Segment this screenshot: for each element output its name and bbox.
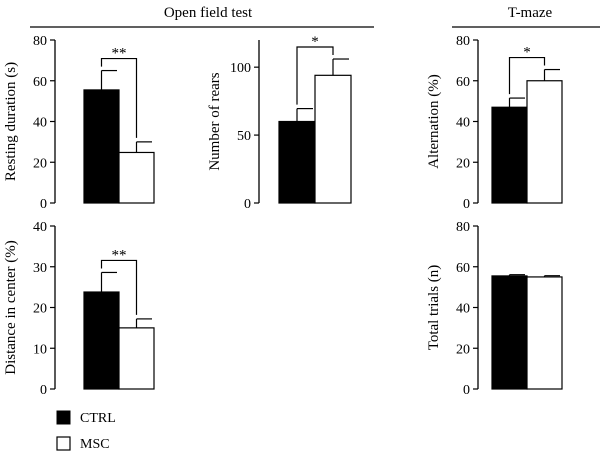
number-of-rears-bar-msc (314, 74, 352, 204)
alternation-significance-bracket (508, 56, 546, 95)
distance-in-center-bar-msc (118, 327, 155, 390)
alternation-ytick-label: 0 (463, 197, 470, 212)
chart-total-trials: 0 20 40 60 80 Total trials (n) (426, 220, 563, 398)
total-trials-ytick-label: 60 (456, 261, 470, 276)
number-of-rears-ytick-label: 50 (237, 129, 251, 144)
legend-label-msc: MSC (80, 437, 110, 452)
chart-distance-in-center: 0 10 20 30 40 Distance in center (%) ** (3, 220, 155, 398)
distance-in-center-ytick-label: 20 (33, 302, 47, 317)
distance-in-center-ytick-label: 30 (33, 261, 47, 276)
legend-label-ctrl: CTRL (80, 411, 116, 426)
number-of-rears-ylabel: Number of rears (207, 72, 223, 170)
chart-resting-duration: 0 20 40 60 80 Resting duration (s) ** (3, 34, 155, 212)
resting-duration-bar-ctrl (83, 89, 120, 204)
alternation-bar-ctrl (491, 106, 528, 204)
resting-duration-significance-label: ** (112, 46, 127, 62)
alternation-ytick-label: 20 (456, 156, 470, 171)
total-trials-ytick-label: 0 (463, 383, 470, 398)
distance-in-center-significance-label: ** (112, 247, 127, 263)
number-of-rears-bar-ctrl (278, 120, 316, 204)
total-trials-ytick-label: 40 (456, 302, 470, 317)
alternation-ylabel: Alternation (%) (426, 74, 442, 169)
resting-duration-ytick-label: 0 (40, 197, 47, 212)
alternation-significance-label: * (523, 45, 531, 61)
number-of-rears-ytick-label: 0 (244, 197, 251, 212)
total-trials-bar-msc (526, 276, 563, 390)
legend: CTRL MSC (56, 410, 116, 452)
resting-duration-ytick-label: 40 (33, 116, 47, 131)
total-trials-ytick-label: 80 (456, 220, 470, 235)
alternation-ytick-label: 60 (456, 75, 470, 90)
resting-duration-ytick-label: 20 (33, 156, 47, 171)
alternation-ytick-label: 80 (456, 34, 470, 49)
number-of-rears-ytick-label: 100 (230, 61, 251, 76)
resting-duration-ytick-label: 60 (33, 75, 47, 90)
chart-alternation: 0 20 40 60 80 Alternation (%) * (426, 34, 563, 212)
resting-duration-ytick-label: 80 (33, 34, 47, 49)
resting-duration-significance-bracket (100, 57, 138, 138)
legend-swatch-ctrl (56, 410, 71, 425)
header-t-maze: T-maze (508, 5, 553, 21)
alternation-ytick-label: 40 (456, 116, 470, 131)
resting-duration-bar-msc (118, 151, 155, 204)
distance-in-center-significance-bracket (100, 259, 138, 315)
distance-in-center-ytick-label: 10 (33, 342, 47, 357)
total-trials-bar-ctrl (491, 275, 528, 390)
alternation-bar-msc (526, 80, 563, 204)
chart-number-of-rears: 0 50 100 Number of rears * (207, 34, 352, 212)
legend-swatch-msc (56, 436, 71, 451)
resting-duration-ylabel: Resting duration (s) (3, 62, 19, 181)
number-of-rears-significance-bracket (296, 46, 334, 105)
header-open-field: Open field test (164, 5, 253, 21)
distance-in-center-bar-ctrl (83, 291, 120, 390)
total-trials-ytick-label: 20 (456, 342, 470, 357)
distance-in-center-ytick-label: 40 (33, 220, 47, 235)
total-trials-ylabel: Total trials (n) (426, 265, 442, 351)
distance-in-center-ylabel: Distance in center (%) (3, 240, 19, 375)
distance-in-center-ytick-label: 0 (40, 383, 47, 398)
number-of-rears-significance-label: * (311, 34, 319, 50)
